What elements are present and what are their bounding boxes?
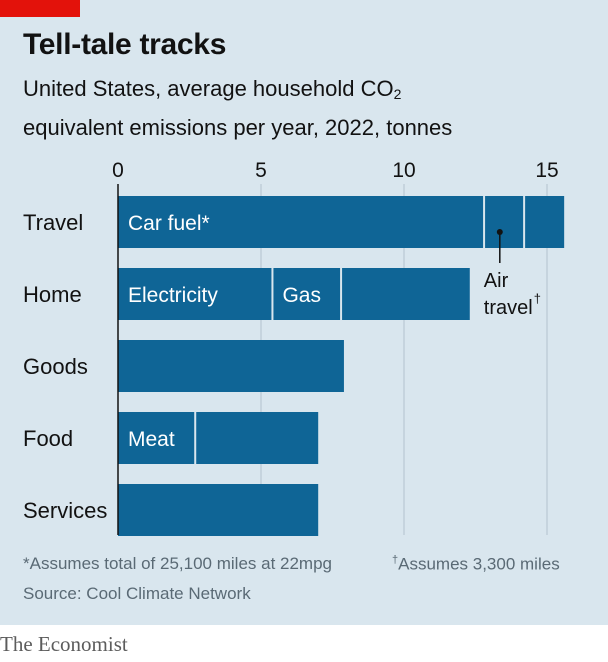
bar-segment (118, 412, 196, 464)
subtitle-line-2: equivalent emissions per year, 2022, ton… (23, 115, 453, 140)
segment-label: Gas (282, 284, 321, 307)
category-label: Goods (23, 354, 88, 379)
bar-segment (195, 412, 319, 464)
segment-label: Car fuel* (128, 212, 210, 235)
annotation-label-line-2: travel (484, 297, 533, 319)
bar-segment (484, 196, 525, 248)
category-label: Travel (23, 210, 83, 235)
brand-red-tag (0, 0, 80, 17)
category-label: Food (23, 426, 73, 451)
bar-chart: 0 5 10 15 Travel Car fuel* Home Electricity Gas G… (23, 159, 565, 536)
bar-segment (272, 268, 342, 320)
category-label: Services (23, 498, 107, 523)
bar-segment (118, 268, 273, 320)
bar-segment (524, 196, 565, 248)
segment-label: Electricity (128, 284, 218, 307)
source-note: Source: Cool Climate Network (23, 584, 251, 603)
footnote-air-text: Assumes 3,300 miles (398, 554, 560, 574)
chart-title: Tell-tale tracks (23, 28, 227, 61)
segment-label: Meat (128, 428, 175, 451)
bar-segment (118, 196, 485, 248)
annotation-label-line-1: Air (484, 270, 509, 292)
brand-logo: The Economist (0, 632, 128, 656)
bar-segment (118, 484, 319, 536)
x-tick-label: 15 (535, 159, 558, 182)
bar-segment (118, 340, 344, 392)
category-label: Home (23, 282, 82, 307)
bar-segment (341, 268, 470, 320)
subtitle-line-1: United States, average household CO (23, 76, 394, 101)
footnote-car: *Assumes total of 25,100 miles at 22mpg (23, 554, 332, 573)
annotation-mark: † (534, 291, 541, 306)
footnote-air: †Assumes 3,300 miles (392, 554, 560, 575)
chart-subtitle: United States, average household CO2 equ… (23, 72, 593, 144)
x-tick-label: 10 (392, 159, 415, 182)
x-tick-label: 0 (112, 159, 124, 182)
footnote-air-mark: † (392, 554, 399, 566)
subtitle-subscript: 2 (393, 86, 402, 102)
x-tick-label: 5 (255, 159, 267, 182)
